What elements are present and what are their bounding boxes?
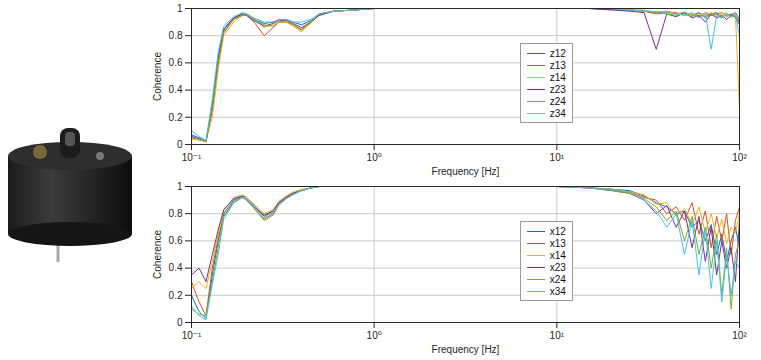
- svg-text:0: 0: [177, 317, 183, 328]
- svg-text:10⁰: 10⁰: [367, 152, 382, 163]
- svg-text:10⁻¹: 10⁻¹: [182, 330, 202, 341]
- html-text:z12: z12: [549, 47, 566, 59]
- html-text:x13: x13: [549, 237, 566, 249]
- html-text:z34: z34: [549, 107, 566, 119]
- svg-text:10¹: 10¹: [550, 152, 565, 163]
- html-text:z13: z13: [549, 59, 566, 71]
- svg-text:1: 1: [177, 3, 183, 14]
- svg-text:0.6: 0.6: [169, 57, 183, 68]
- svg-text:0.6: 0.6: [169, 235, 183, 246]
- svg-text:10¹: 10¹: [550, 330, 565, 341]
- svg-text:10⁰: 10⁰: [367, 330, 382, 341]
- svg-text:1: 1: [177, 181, 183, 192]
- html-text:x24: x24: [549, 273, 566, 285]
- svg-text:0.4: 0.4: [169, 262, 183, 273]
- svg-text:0.2: 0.2: [169, 290, 183, 301]
- svg-text:0: 0: [177, 139, 183, 150]
- html-text:z14: z14: [549, 71, 566, 83]
- svg-text:10⁻¹: 10⁻¹: [182, 152, 202, 163]
- html-text:z24: z24: [549, 95, 566, 107]
- html-text:x34: x34: [549, 285, 566, 297]
- html-text:x12: x12: [549, 225, 566, 237]
- svg-text:Coherence: Coherence: [152, 52, 163, 101]
- svg-text:Coherence: Coherence: [152, 230, 163, 279]
- svg-text:0.2: 0.2: [169, 112, 183, 123]
- svg-text:10²: 10²: [732, 330, 747, 341]
- svg-text:0.8: 0.8: [169, 30, 183, 41]
- svg-text:Frequency [Hz]: Frequency [Hz]: [432, 344, 500, 355]
- html-text:x14: x14: [549, 249, 566, 261]
- svg-text:10²: 10²: [732, 152, 747, 163]
- html-text:z23: z23: [549, 83, 566, 95]
- svg-text:0.8: 0.8: [169, 208, 183, 219]
- svg-text:Frequency [Hz]: Frequency [Hz]: [432, 166, 500, 177]
- html-text:x23: x23: [549, 261, 566, 273]
- svg-text:0.4: 0.4: [169, 84, 183, 95]
